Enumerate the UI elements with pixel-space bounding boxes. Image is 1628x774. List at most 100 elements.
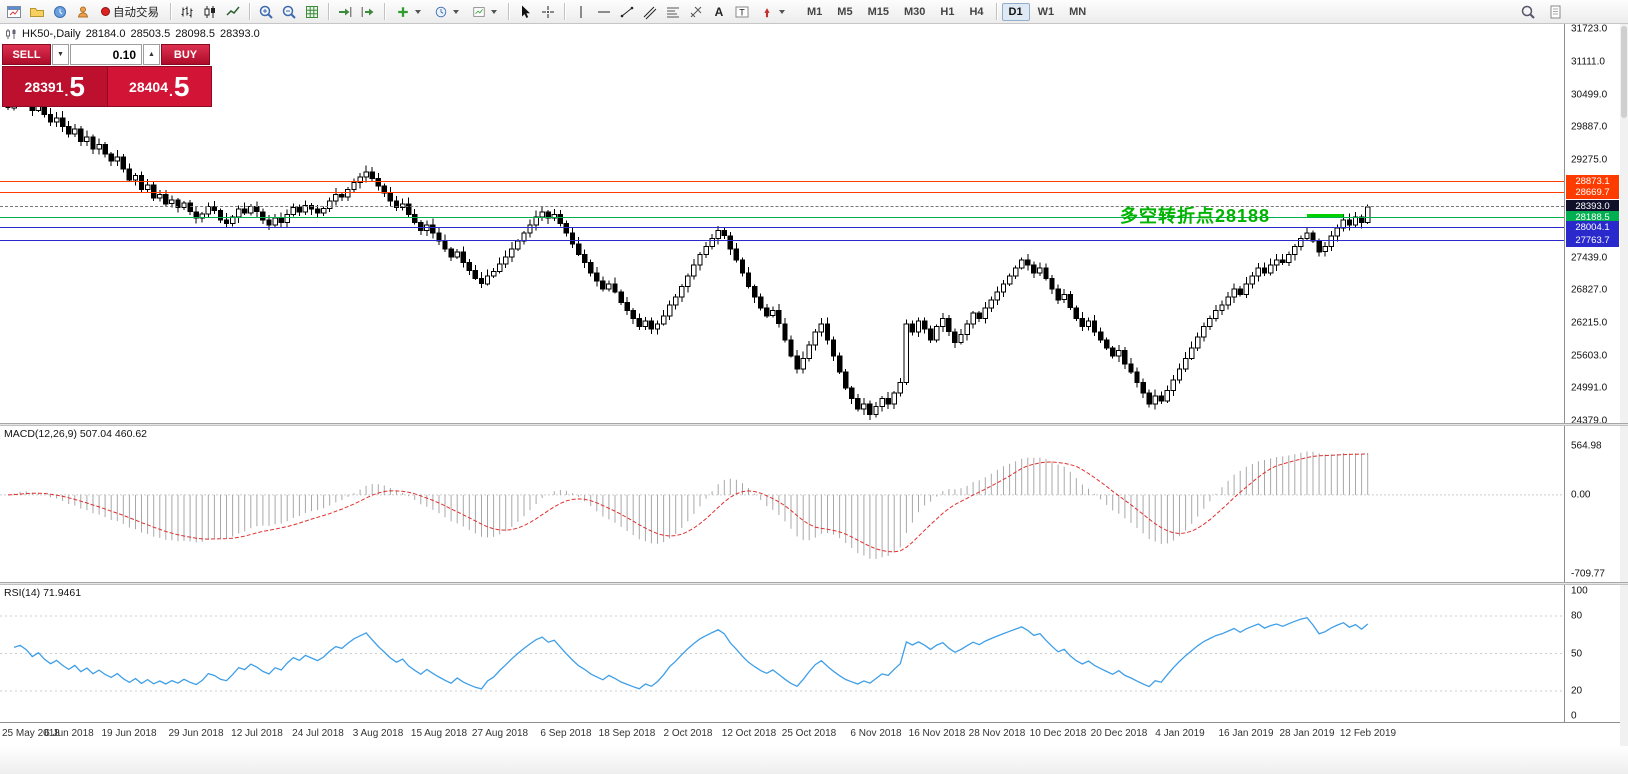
time-axis-label: 20 Dec 2018 (1090, 728, 1148, 739)
timeframes-clock-button[interactable] (428, 2, 465, 22)
volume-decrease-button[interactable]: ▼ (52, 44, 69, 65)
time-axis-label: 10 Dec 2018 (1029, 728, 1087, 739)
buy-price[interactable]: 28404 . 5 (106, 66, 212, 107)
time-axis-label: 3 Aug 2018 (352, 728, 404, 739)
scrollbar-thumb[interactable] (1621, 26, 1627, 118)
crosshair-icon[interactable] (537, 2, 559, 22)
time-axis-label: 24 Jul 2018 (292, 728, 344, 739)
horizontal-line-icon[interactable] (593, 2, 615, 22)
new-order-icon[interactable] (3, 2, 25, 22)
market-watch-icon[interactable] (49, 2, 71, 22)
macd-axis-label: -709.77 (1571, 568, 1605, 580)
time-axis[interactable]: 25 May 2018 6 Jun 2018 19 Jun 2018 29 Jun 2… (0, 722, 1628, 746)
price-chart[interactable] (0, 24, 1564, 423)
fibonacci-icon[interactable] (662, 2, 684, 22)
price-axis-label: 26215.0 (1571, 317, 1608, 329)
buy-price-frac: 5 (173, 70, 190, 102)
candlestick-chart-icon[interactable] (199, 2, 221, 22)
panel-splitter[interactable] (0, 582, 1628, 585)
parallel-channel-icon[interactable] (639, 2, 661, 22)
zoom-in-icon[interactable] (255, 2, 277, 22)
macd-panel: MACD(12,26,9) 507.04 460.62 (0, 426, 1564, 582)
sell-button[interactable]: SELL (2, 44, 51, 65)
templates-button[interactable] (466, 2, 503, 22)
text-icon[interactable]: A (708, 2, 730, 22)
add-indicator-button[interactable] (390, 2, 427, 22)
toolbar-separator (170, 3, 171, 20)
price-axis-label: 30499.0 (1571, 89, 1608, 100)
price-axis[interactable]: 28873.1 28669.7 28393.0 28188.5 28004.1 27763… (1564, 24, 1620, 722)
pitchfork-icon[interactable] (685, 2, 707, 22)
buy-price-dot: . (168, 83, 173, 99)
timeframe-button-m15[interactable]: M15 (867, 5, 889, 18)
chevron-down-icon (415, 9, 421, 14)
ohlc-open: 28184.0 (85, 28, 126, 40)
rsi-axis-label: 20 (1571, 685, 1583, 697)
vertical-scrollbar[interactable] (1620, 24, 1628, 746)
price-flag-28873.1: 28873.1 (1566, 174, 1619, 188)
bar-chart-icon[interactable] (176, 2, 198, 22)
rsi-panel: RSI(14) 71.9461 (0, 585, 1564, 722)
timeframe-button-m1[interactable]: M1 (807, 5, 823, 18)
search-icon[interactable] (1517, 2, 1539, 22)
ohlc-close: 28393.0 (219, 28, 260, 40)
grid-icon[interactable] (301, 2, 323, 22)
svg-text:A: A (715, 5, 724, 19)
time-axis-label: 29 Jun 2018 (168, 728, 224, 739)
vertical-line-icon[interactable] (570, 2, 592, 22)
ohlc-low: 28098.5 (175, 28, 215, 40)
main-chart-panel: HK50-,Daily 28184.0 28503.5 28098.5 2839… (0, 24, 1564, 423)
macd-axis-label: 0.00 (1571, 489, 1591, 501)
panel-splitter[interactable] (0, 423, 1628, 426)
toolbar-separator (508, 3, 509, 20)
time-axis-label: 16 Nov 2018 (908, 728, 966, 739)
timeframe-button-m5[interactable]: M5 (837, 5, 853, 18)
time-axis-label: 2 Oct 2018 (663, 728, 713, 739)
sell-price[interactable]: 28391 . 5 (2, 66, 107, 107)
price-flag-28004.1: 28004.1 (1566, 221, 1619, 234)
rsi-chart[interactable] (0, 585, 1564, 722)
chart-shift-icon[interactable] (357, 2, 379, 22)
sell-price-int: 28391 (24, 78, 64, 95)
autotrading-button[interactable]: 自动交易 (95, 2, 165, 22)
macd-label: MACD(12,26,9) 507.04 460.62 (4, 428, 148, 440)
timeframe-button-w1[interactable]: W1 (1037, 5, 1055, 18)
price-flag-28393.0: 28393.0 (1566, 200, 1619, 214)
rsi-label: RSI(14) 71.9461 (4, 587, 82, 599)
svg-text:T: T (739, 7, 745, 17)
price-flag-28669.7: 28669.7 (1566, 185, 1619, 199)
navigator-icon[interactable] (72, 2, 94, 22)
line-chart-icon[interactable] (222, 2, 244, 22)
toolbar-separator (564, 3, 565, 20)
toolbar-separator (384, 3, 385, 20)
auto-scroll-icon[interactable] (334, 2, 356, 22)
arrow-tools-button[interactable] (754, 2, 791, 22)
chevron-down-icon (779, 9, 785, 14)
timeframe-button-m30[interactable]: M30 (903, 5, 926, 18)
documents-icon[interactable] (1545, 2, 1567, 22)
rsi-axis-label: 0 (1571, 710, 1577, 722)
price-flag-28188.5: 28188.5 (1566, 211, 1619, 225)
timeframe-button-h4[interactable]: H4 (969, 5, 984, 18)
timeframe-button-h1[interactable]: H1 (940, 5, 955, 18)
timeframe-button-mn[interactable]: MN (1069, 5, 1087, 18)
time-axis-label: 25 May 2018 (2, 728, 60, 739)
zoom-out-icon[interactable] (278, 2, 300, 22)
macd-chart[interactable] (0, 426, 1564, 582)
trendline-icon[interactable] (616, 2, 638, 22)
toolbar-separator (995, 3, 997, 20)
time-axis-label: 19 Jun 2018 (101, 728, 157, 739)
chevron-down-icon (453, 9, 459, 14)
volume-increase-button[interactable]: ▲ (143, 44, 160, 65)
text-label-icon[interactable]: T (731, 2, 753, 22)
price-axis-label: 31111.0 (1571, 56, 1605, 68)
buy-button[interactable]: BUY (161, 44, 210, 65)
price-axis-label: 29275.0 (1571, 154, 1608, 166)
profiles-icon[interactable] (26, 2, 48, 22)
buy-price-int: 28404 (129, 78, 168, 95)
time-axis-label: 16 Jan 2019 (1218, 728, 1274, 739)
timeframe-button-d1[interactable]: D1 (1001, 2, 1030, 21)
volume-input[interactable] (70, 44, 142, 65)
time-axis-label: 27 Aug 2018 (471, 728, 529, 739)
cursor-icon[interactable] (514, 2, 536, 22)
